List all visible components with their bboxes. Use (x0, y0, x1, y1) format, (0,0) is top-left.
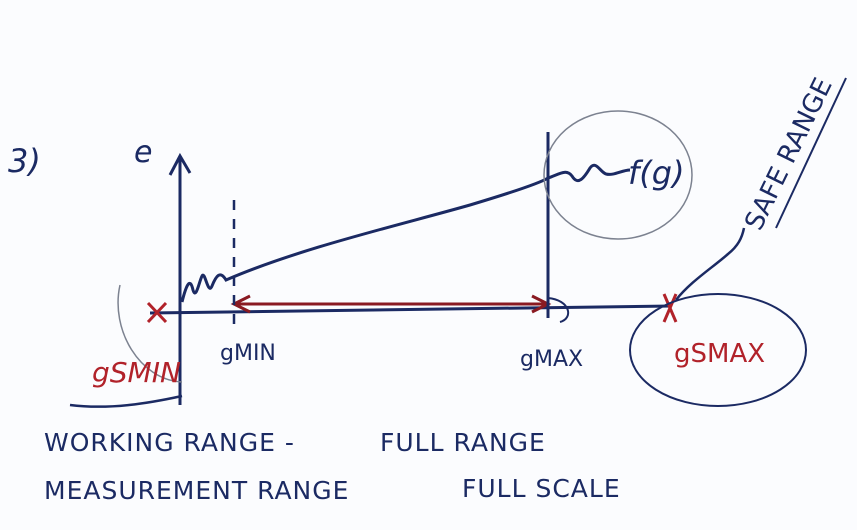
characteristic-curve (180, 163, 631, 303)
g-smax-label: gSMAX (674, 339, 765, 369)
x-axis (149, 304, 673, 315)
working-range-note: WORKING RANGE - (44, 428, 295, 457)
g-max-label: gMAX (520, 347, 583, 372)
g-min-label: gMIN (220, 341, 276, 366)
measurement-range-note: MEASUREMENT RANGE (44, 476, 350, 505)
curve-end-circle (543, 110, 693, 240)
g-smin-underline (69, 394, 183, 408)
y-axis-label: e (134, 135, 152, 170)
problem-number: 3) (8, 142, 41, 180)
full-range-note: FULL RANGE (380, 428, 546, 457)
y-axis-arrow (168, 152, 192, 176)
g-max-circle (547, 297, 570, 323)
g-smin-circle (117, 284, 183, 383)
g-smax-circle (629, 293, 807, 407)
full-scale-note: FULL SCALE (462, 474, 621, 503)
g-smin-label: gSMIN (92, 356, 181, 389)
safe-range-label: SAFE RANGE (739, 73, 838, 235)
safe-range-leader (675, 227, 746, 301)
safe-range-underline (775, 77, 847, 229)
g-smax-mark (662, 293, 678, 323)
curve-label: f(g) (628, 154, 685, 192)
g-smin-mark (146, 301, 168, 324)
